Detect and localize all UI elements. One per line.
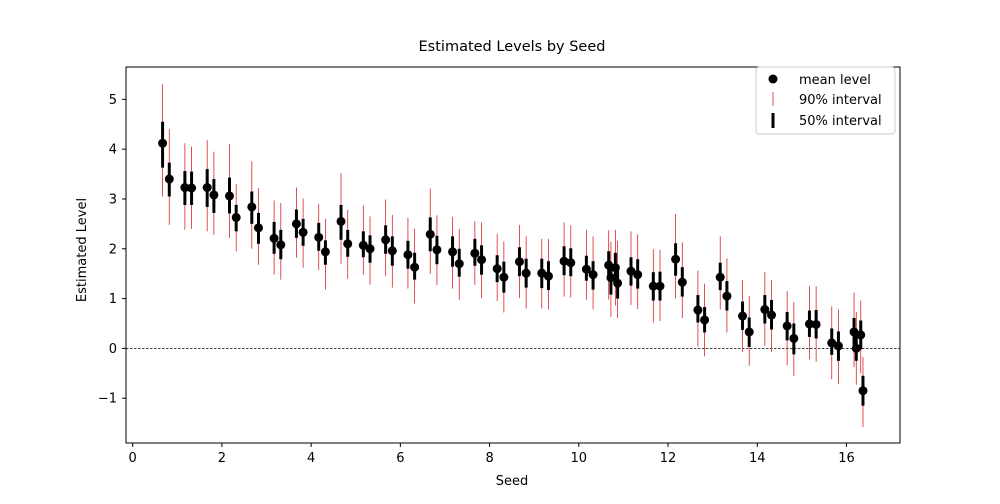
legend-frame <box>755 66 896 135</box>
x-tick-label: 16 <box>838 451 855 466</box>
mean-point <box>425 229 435 239</box>
mean-point <box>849 327 859 337</box>
mean-point <box>477 255 487 265</box>
mean-point <box>403 250 413 260</box>
mean-point <box>671 254 681 264</box>
y-tick-label: 3 <box>109 192 117 207</box>
x-tick-label: 4 <box>307 451 315 466</box>
mean-point <box>738 311 748 321</box>
mean-point <box>700 315 710 325</box>
mean-point <box>606 273 616 283</box>
legend: mean level 90% interval 50% interval <box>755 66 896 135</box>
y-tick-label: 4 <box>109 143 117 158</box>
mean-point <box>180 183 190 193</box>
plot-frame <box>125 66 901 444</box>
mean-point <box>499 272 509 282</box>
mean-point <box>448 247 458 257</box>
y-tick-label: 5 <box>109 93 117 108</box>
mean-point <box>613 278 623 288</box>
x-tick-label: 12 <box>660 451 677 466</box>
mean-point <box>677 277 687 287</box>
mean-point <box>588 270 598 280</box>
mean-point <box>410 262 420 272</box>
y-tick-label: 0 <box>109 342 117 357</box>
mean-point <box>804 319 814 329</box>
mean-point <box>158 138 168 148</box>
mean-point <box>454 259 464 269</box>
mean-point <box>381 235 391 245</box>
mean-point <box>767 310 777 320</box>
mean-point <box>320 247 330 257</box>
mean-point <box>387 246 397 256</box>
mean-point <box>626 266 636 276</box>
mean-point <box>543 271 553 281</box>
mean-point <box>470 248 480 258</box>
y-tick-label: −1 <box>98 392 117 407</box>
mean-point <box>722 291 732 301</box>
mean-point <box>827 338 837 348</box>
mean-point <box>224 191 234 201</box>
y-axis-label: Estimated Level <box>75 198 90 302</box>
mean-point <box>343 239 353 249</box>
mean-point <box>253 223 263 233</box>
mean-point <box>789 333 799 343</box>
mean-point <box>247 202 257 212</box>
mean-point <box>291 219 301 229</box>
mean-point <box>209 190 219 200</box>
mean-point <box>537 268 547 278</box>
mean-point <box>314 232 324 242</box>
mean-point <box>202 183 212 193</box>
legend-marker-mean-level <box>768 74 778 84</box>
x-tick-label: 8 <box>485 451 493 466</box>
x-tick-label: 6 <box>396 451 404 466</box>
interval-50-layer <box>161 121 865 406</box>
mean-point <box>514 257 524 267</box>
mean-point <box>856 330 866 340</box>
mean-point <box>760 305 770 315</box>
mean-point <box>833 341 843 351</box>
mean-point <box>432 245 442 255</box>
x-tick-label: 14 <box>749 451 766 466</box>
y-tick-label: 1 <box>109 292 117 307</box>
mean-point <box>187 183 197 193</box>
mean-point <box>648 281 658 291</box>
mean-point <box>581 264 591 274</box>
mean-point <box>276 240 286 250</box>
mean-points-layer <box>158 138 868 396</box>
mean-point <box>851 343 861 353</box>
x-tick-label: 2 <box>218 451 226 466</box>
mean-point <box>358 240 368 250</box>
mean-point <box>365 244 375 254</box>
mean-point <box>744 327 754 337</box>
mean-point <box>858 386 868 396</box>
chart-title: Estimated Levels by Seed <box>419 39 606 55</box>
mean-point <box>231 212 241 222</box>
mean-point <box>298 227 308 237</box>
mean-point <box>782 321 792 331</box>
y-tick-label: 2 <box>109 242 117 257</box>
mean-point <box>269 233 279 243</box>
legend-label-90-interval: 90% interval <box>799 93 882 108</box>
mean-point <box>655 281 665 291</box>
mean-point <box>633 270 643 280</box>
mean-point <box>693 305 703 315</box>
legend-label-mean-level: mean level <box>799 73 871 88</box>
x-tick-label: 0 <box>129 451 137 466</box>
mean-point <box>566 258 576 268</box>
mean-point <box>715 272 725 282</box>
interval-90-layer <box>162 84 864 428</box>
mean-point <box>521 268 531 278</box>
mean-point <box>336 216 346 226</box>
mean-point <box>610 263 620 273</box>
mean-point <box>164 174 174 184</box>
x-axis-label: Seed <box>496 474 529 489</box>
mean-point <box>811 319 821 329</box>
x-tick-label: 10 <box>571 451 588 466</box>
mean-point <box>492 264 502 274</box>
mean-point <box>559 256 569 266</box>
legend-label-50-interval: 50% interval <box>799 114 882 129</box>
